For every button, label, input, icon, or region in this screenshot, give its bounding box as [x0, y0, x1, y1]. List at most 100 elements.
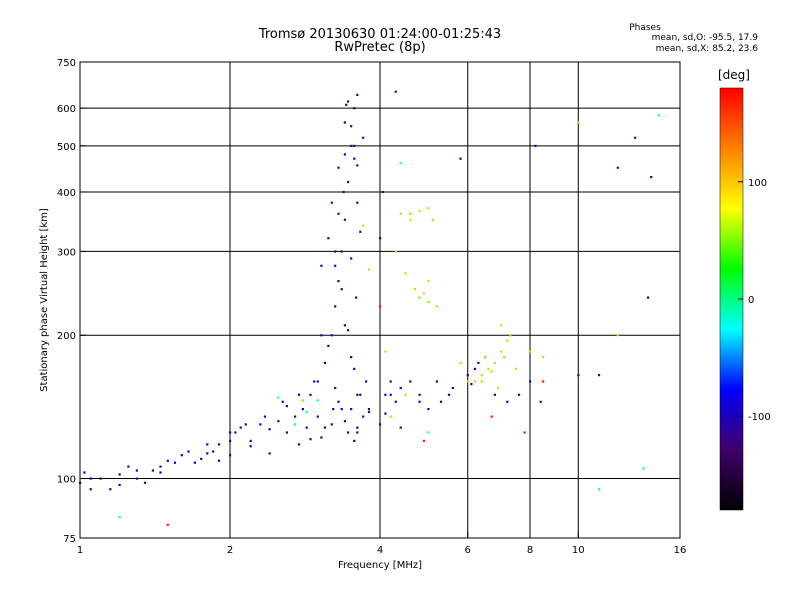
data-point — [517, 393, 521, 396]
x-tick-label: 4 — [377, 545, 383, 556]
data-point — [409, 218, 412, 221]
colorbar: 100 0 -100 — [719, 87, 771, 511]
data-point — [249, 445, 252, 448]
data-point — [330, 201, 333, 204]
grid — [80, 62, 680, 538]
data-point — [394, 90, 397, 93]
data-point — [529, 380, 532, 383]
data-point — [362, 224, 365, 227]
data-point — [657, 114, 660, 117]
data-point — [523, 431, 526, 434]
data-point — [83, 471, 86, 474]
colorbar-tick-label: -100 — [748, 412, 771, 423]
data-point — [353, 157, 356, 160]
data-point — [293, 423, 297, 426]
data-point — [316, 380, 319, 383]
data-point — [334, 386, 337, 390]
data-point — [143, 481, 147, 484]
data-point — [367, 410, 371, 414]
data-point — [399, 162, 402, 165]
data-point — [293, 415, 297, 418]
data-point — [500, 350, 503, 353]
stats-o-line: mean, sd,O: -95.5, 17.9 — [651, 33, 758, 43]
data-point — [350, 408, 353, 411]
data-point — [647, 296, 650, 299]
data-point — [616, 166, 619, 169]
data-point — [577, 121, 580, 124]
data-point — [389, 393, 392, 396]
data-point — [542, 356, 545, 359]
data-point — [127, 465, 130, 468]
data-point — [466, 374, 469, 377]
data-point — [447, 393, 451, 396]
data-point — [356, 201, 359, 204]
data-point — [343, 420, 346, 423]
data-point — [320, 436, 323, 439]
data-point — [350, 144, 353, 147]
data-point — [193, 461, 196, 464]
data-point — [217, 443, 221, 446]
data-point — [399, 212, 402, 215]
data-point — [118, 473, 121, 476]
data-point — [435, 380, 438, 383]
data-point — [365, 380, 368, 383]
data-point — [239, 426, 242, 429]
data-point — [459, 157, 462, 160]
data-point — [89, 477, 92, 480]
data-point — [340, 288, 343, 291]
data-point — [355, 296, 358, 299]
x-axis-label: Frequency [MHz] — [338, 560, 422, 571]
data-point — [384, 412, 387, 415]
data-point — [353, 107, 356, 110]
y-axis-label: Stationary phase Virtual Height [km] — [39, 208, 50, 392]
data-point — [435, 305, 438, 308]
data-point — [473, 380, 476, 383]
data-point — [217, 459, 221, 462]
x-tick-label: 10 — [572, 545, 585, 556]
data-point — [320, 334, 323, 337]
data-point — [422, 439, 426, 442]
data-point — [263, 415, 267, 418]
data-point — [320, 264, 323, 267]
data-point — [399, 426, 402, 429]
data-point — [342, 190, 345, 194]
data-point — [281, 400, 284, 403]
data-point — [356, 393, 359, 396]
data-point — [356, 426, 359, 429]
data-point — [503, 356, 506, 359]
data-point — [330, 334, 333, 337]
colorbar-tick-label: 100 — [748, 178, 767, 189]
data-point — [634, 136, 637, 139]
data-point — [394, 250, 397, 253]
data-point — [200, 457, 203, 460]
data-point — [477, 361, 480, 364]
data-point — [313, 380, 316, 383]
data-point — [362, 136, 365, 139]
y-tick-label: 100 — [57, 475, 76, 486]
data-point — [301, 399, 304, 402]
data-point — [493, 361, 496, 364]
data-point — [451, 386, 454, 390]
data-point — [379, 423, 382, 426]
data-point — [431, 218, 434, 221]
y-tick-label: 500 — [57, 142, 76, 153]
data-point — [343, 121, 346, 124]
data-point — [99, 477, 102, 480]
data-point — [340, 250, 343, 253]
data-point — [487, 367, 490, 370]
data-point — [316, 399, 319, 402]
data-point — [135, 469, 138, 472]
data-point — [404, 393, 407, 396]
data-point — [285, 431, 288, 434]
data-point — [616, 334, 619, 337]
data-point — [362, 415, 365, 418]
data-point — [359, 230, 362, 233]
data-point — [500, 324, 503, 327]
data-point — [409, 212, 412, 215]
data-point — [301, 408, 304, 411]
data-point — [506, 339, 509, 342]
data-point — [343, 324, 346, 327]
data-point — [337, 280, 340, 283]
data-point — [297, 393, 301, 396]
data-point — [89, 488, 92, 491]
